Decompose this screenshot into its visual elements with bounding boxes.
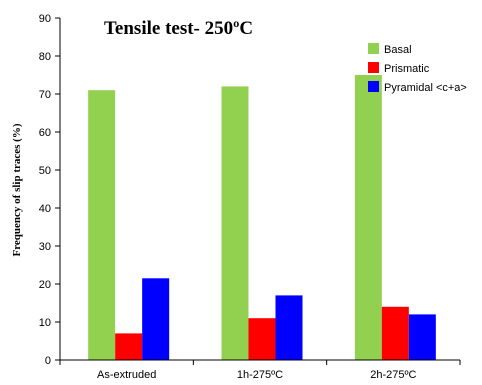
y-tick-label: 90: [39, 13, 51, 25]
bar-prismatic-1: [248, 318, 276, 360]
bar-basal-2: [354, 75, 382, 360]
y-tick-label: 10: [39, 317, 51, 329]
x-tick-label: 1h-275ºC: [237, 369, 283, 381]
bar-prismatic-0: [115, 333, 143, 360]
bar-basal-0: [88, 90, 116, 360]
legend-label: Prismatic: [384, 63, 430, 75]
y-tick-label: 70: [39, 89, 51, 101]
bar-prismatic-2: [381, 306, 409, 360]
x-tick-label: 2h-275ºC: [370, 369, 416, 381]
x-tick-label: As-extruded: [97, 369, 156, 381]
legend-label: Pyramidal <c+a>: [384, 82, 467, 94]
bar-pyramidal-0: [142, 278, 170, 360]
legend-swatch: [368, 81, 379, 92]
y-tick-label: 60: [39, 127, 51, 139]
y-tick-label: 80: [39, 51, 51, 63]
y-tick-label: 20: [39, 279, 51, 291]
legend: Basal Prismatic Pyramidal <c+a>: [368, 43, 467, 94]
chart-title: Tensile test- 250ºC: [104, 18, 253, 39]
y-tick-label: 50: [39, 165, 51, 177]
bar-pyramidal-1: [275, 295, 303, 360]
bars-group: [88, 75, 436, 361]
legend-swatch: [368, 43, 379, 54]
y-tick-label: 0: [45, 355, 51, 367]
y-tick-label: 30: [39, 241, 51, 253]
legend-swatch: [368, 62, 379, 73]
x-axis-ticks: As-extruded 1h-275ºC 2h-275ºC: [59, 360, 461, 381]
bar-pyramidal-2: [408, 314, 436, 360]
y-axis-ticks: 0 10 20 30 40 50 60 70 80 90: [39, 13, 60, 367]
bar-basal-1: [221, 86, 249, 361]
y-axis-label: Frequency of slip traces (%): [11, 123, 23, 256]
y-tick-label: 40: [39, 203, 51, 215]
legend-label: Basal: [384, 44, 412, 56]
